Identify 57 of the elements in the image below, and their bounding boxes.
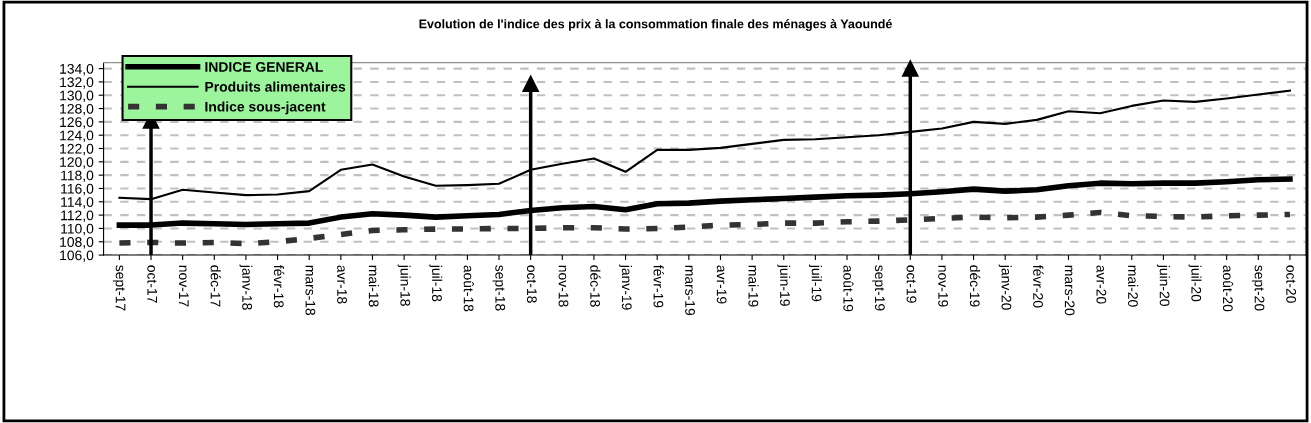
x-tick-label: oct-19	[906, 265, 917, 303]
x-tick-label: nov-19	[938, 265, 949, 307]
y-tick-label: 118,0	[61, 170, 94, 182]
y-tick-label: 128,0	[60, 103, 94, 116]
x-tick-label: mai-20	[1128, 265, 1139, 307]
x-tick-label: avr-18	[337, 265, 347, 304]
x-tick-label: juil-19	[808, 264, 822, 302]
y-tick-label: 108,0	[60, 237, 94, 249]
y-tick-label: 116,0	[61, 183, 94, 196]
x-tick-label: déc-19	[969, 265, 981, 307]
y-tick-label: 122,0	[60, 143, 94, 156]
x-tick-label: sept-17	[112, 265, 126, 311]
y-tick-label: 112,0	[61, 210, 94, 222]
x-tick-label: mars-20	[1064, 265, 1075, 316]
y-tick-label: 110,0	[61, 223, 94, 236]
x-tick-label: oct-18	[526, 265, 537, 303]
y-tick-label: 106,0	[60, 250, 94, 262]
x-tick-label: déc-17	[210, 265, 221, 307]
chart-title: Evolution de l'indice des prix à la consommation finale des ménages à Yaoundé	[419, 19, 892, 31]
x-tick-label: août-20	[1222, 265, 1234, 312]
x-tick-label: sept-20	[1251, 265, 1265, 311]
x-tick-label: févr-18	[273, 264, 285, 308]
legend-label: Indice sous-jacent	[205, 101, 326, 115]
y-tick-label: 124,0	[60, 130, 94, 142]
x-tick-label: mars-18	[305, 265, 316, 316]
y-tick-label: 130,0	[60, 90, 94, 103]
y-tick-label: 120,0	[60, 157, 94, 169]
x-tick-label: avr-19	[716, 265, 727, 304]
x-tick-label: nov-17	[178, 265, 189, 307]
x-tick-label: févr-19	[653, 264, 664, 308]
legend-label: INDICE GENERAL	[205, 62, 323, 72]
x-tick-label: mai-19	[748, 265, 759, 307]
y-tick-label: 132,0	[60, 77, 94, 89]
y-tick-label: 126,0	[60, 117, 94, 129]
x-tick-label: déc-18	[590, 265, 601, 307]
x-tick-label: janv-18	[239, 264, 253, 310]
x-tick-label: sept-18	[492, 265, 506, 311]
x-tick-label: juin-18	[397, 264, 411, 306]
x-tick-label: nov-18	[558, 265, 569, 307]
x-tick-label: juil-20	[1188, 264, 1202, 302]
x-tick-label: sept-19	[872, 265, 885, 311]
x-tick-label: févr-20	[1033, 264, 1044, 308]
y-tick-label: 134,0	[60, 63, 94, 76]
legend-label: Produits alimentaires	[205, 81, 346, 92]
x-tick-label: juin-20	[1156, 264, 1170, 306]
x-tick-label: juin-19	[777, 264, 791, 306]
x-tick-label: mars-19	[685, 265, 695, 316]
x-tick-label: janv-19	[619, 264, 633, 310]
x-tick-label: avr-20	[1096, 265, 1107, 304]
x-tick-label: juil-18	[429, 264, 443, 302]
x-tick-label: oct-17	[147, 265, 157, 303]
y-tick-label: 114,0	[61, 197, 94, 209]
x-tick-label: août-19	[843, 265, 854, 312]
x-tick-label: mai-18	[368, 265, 379, 307]
x-tick-label: août-18	[463, 265, 474, 312]
x-tick-label: janv-20	[998, 264, 1012, 310]
x-tick-label: oct-20	[1286, 265, 1297, 303]
